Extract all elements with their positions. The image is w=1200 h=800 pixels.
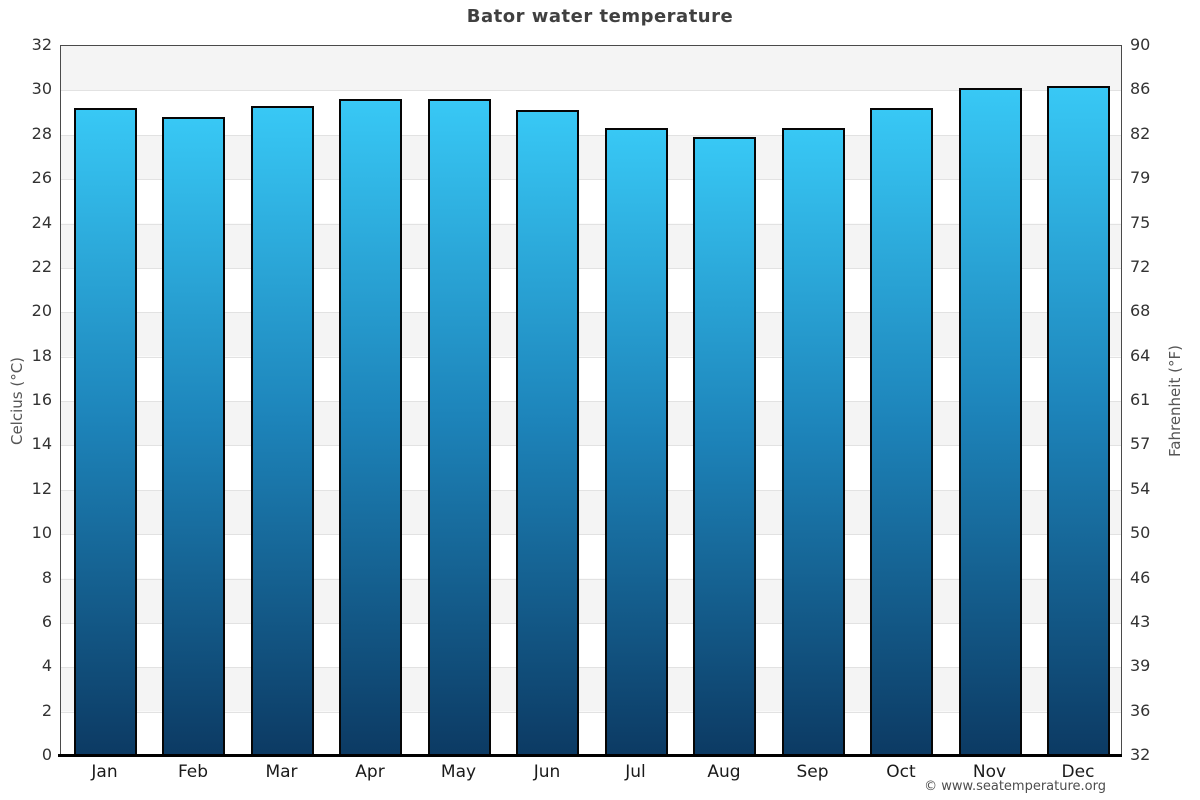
gridline-30c bbox=[61, 90, 1121, 92]
xtick-month-nov: Nov bbox=[972, 762, 1007, 782]
gridline-10c bbox=[61, 534, 1121, 536]
gridline-14c bbox=[61, 445, 1121, 447]
bar-oct bbox=[870, 108, 934, 756]
xtick-month-aug: Aug bbox=[707, 762, 741, 782]
bar-jan bbox=[73, 108, 137, 756]
xtick-month-dec: Dec bbox=[1061, 762, 1095, 782]
xtick-month-jul: Jul bbox=[625, 762, 646, 782]
ytick-fahrenheit-39: 39 bbox=[1130, 656, 1151, 676]
ytick-celsius-0: 0 bbox=[41, 745, 52, 764]
xtick-month-sep: Sep bbox=[796, 762, 829, 782]
ytick-celsius-18: 18 bbox=[31, 345, 52, 365]
ytick-celsius-10: 10 bbox=[31, 523, 52, 543]
bar-jul bbox=[604, 128, 668, 756]
bar-mar bbox=[250, 105, 314, 756]
gridline-2c bbox=[61, 711, 1121, 713]
gridline-28c bbox=[61, 134, 1121, 136]
copyright-text: © www.seatemperature.org bbox=[924, 779, 1106, 794]
x-axis-line bbox=[58, 754, 1122, 757]
ytick-fahrenheit-64: 64 bbox=[1130, 345, 1151, 365]
ytick-fahrenheit-43: 43 bbox=[1130, 611, 1151, 631]
gridline-24c bbox=[61, 223, 1121, 225]
chart-title: Bator water temperature bbox=[466, 6, 734, 27]
plot-area bbox=[60, 45, 1122, 756]
ytick-celsius-8: 8 bbox=[41, 567, 52, 587]
gridline-26c bbox=[61, 179, 1121, 181]
ytick-fahrenheit-90: 90 bbox=[1130, 35, 1151, 54]
ytick-fahrenheit-57: 57 bbox=[1130, 434, 1151, 454]
ytick-celsius-26: 26 bbox=[31, 168, 52, 188]
bar-nov bbox=[958, 88, 1022, 756]
ytick-celsius-30: 30 bbox=[31, 79, 52, 99]
gridline-4c bbox=[61, 667, 1121, 669]
ytick-celsius-6: 6 bbox=[41, 611, 52, 631]
xtick-month-jan: Jan bbox=[91, 762, 118, 782]
ytick-celsius-20: 20 bbox=[31, 301, 52, 321]
xtick-month-oct: Oct bbox=[886, 762, 916, 782]
ytick-celsius-24: 24 bbox=[31, 212, 52, 232]
ytick-fahrenheit-54: 54 bbox=[1130, 478, 1151, 498]
bar-jun bbox=[516, 110, 580, 756]
ytick-celsius-14: 14 bbox=[31, 434, 52, 454]
ytick-celsius-28: 28 bbox=[31, 123, 52, 143]
ytick-fahrenheit-86: 86 bbox=[1130, 79, 1151, 99]
gridline-6c bbox=[61, 622, 1121, 624]
ytick-celsius-32: 32 bbox=[31, 35, 52, 54]
ytick-celsius-16: 16 bbox=[31, 390, 52, 409]
gridline-18c bbox=[61, 356, 1121, 358]
ytick-fahrenheit-36: 36 bbox=[1130, 700, 1151, 720]
xtick-month-apr: Apr bbox=[355, 762, 385, 782]
ytick-fahrenheit-68: 68 bbox=[1130, 301, 1151, 321]
ytick-fahrenheit-46: 46 bbox=[1130, 567, 1151, 587]
ytick-fahrenheit-75: 75 bbox=[1130, 212, 1151, 232]
ytick-fahrenheit-32: 32 bbox=[1130, 745, 1151, 764]
bar-may bbox=[427, 99, 491, 756]
ytick-fahrenheit-72: 72 bbox=[1130, 256, 1151, 276]
bar-apr bbox=[339, 99, 403, 756]
ytick-celsius-12: 12 bbox=[31, 478, 52, 498]
ytick-celsius-2: 2 bbox=[41, 700, 52, 720]
bar-dec bbox=[1047, 85, 1111, 756]
bar-feb bbox=[162, 117, 226, 756]
xtick-month-feb: Feb bbox=[177, 762, 209, 782]
gridline-16c bbox=[61, 401, 1121, 402]
gridline-12c bbox=[61, 489, 1121, 491]
gridline-22c bbox=[61, 267, 1121, 269]
xtick-month-may: May bbox=[440, 762, 477, 782]
ytick-celsius-22: 22 bbox=[31, 256, 52, 276]
ytick-fahrenheit-82: 82 bbox=[1130, 123, 1151, 143]
gridline-8c bbox=[61, 578, 1121, 580]
xtick-month-jun: Jun bbox=[533, 762, 561, 782]
bar-aug bbox=[693, 136, 757, 756]
ytick-fahrenheit-50: 50 bbox=[1130, 523, 1151, 543]
ytick-fahrenheit-61: 61 bbox=[1130, 390, 1151, 409]
gridline-20c bbox=[61, 312, 1121, 314]
bar-sep bbox=[781, 128, 845, 756]
ytick-fahrenheit-79: 79 bbox=[1130, 168, 1151, 188]
ytick-celsius-4: 4 bbox=[41, 656, 52, 676]
xtick-month-mar: Mar bbox=[265, 762, 298, 782]
